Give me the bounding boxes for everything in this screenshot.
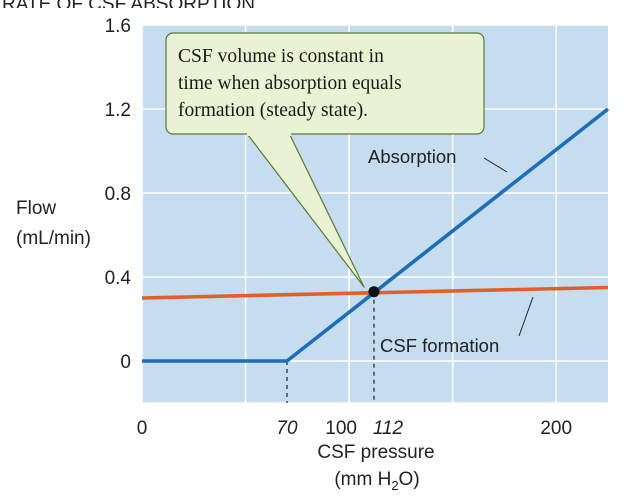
y-axis-label-line1: Flow: [16, 198, 56, 219]
series-line-0: [142, 107, 610, 363]
annotation-line-3: formation (steady state).: [178, 100, 368, 121]
y-tick-label: 0.8: [105, 184, 131, 205]
y-tick-label: 0: [120, 352, 131, 373]
annotation-line-2: time when absorption equals: [178, 73, 402, 94]
steady-state-point: [368, 286, 380, 298]
callout-box: [165, 32, 485, 135]
y-tick-label: 0.4: [105, 268, 132, 289]
x-tick-label: 0: [137, 418, 148, 439]
y-tick-label: 1.6: [105, 16, 131, 37]
y-tick-labels: 0 0.4 0.8 1.2 1.6: [105, 16, 132, 373]
formation-label: CSF formation: [380, 335, 499, 356]
absorption-label: Absorption: [368, 146, 456, 167]
x-axis-label-post: O): [399, 469, 420, 490]
y-tick-label: 1.2: [105, 100, 131, 121]
x-axis-label-line2: (mm H2O): [334, 469, 419, 493]
x-tick-label: 112: [373, 418, 404, 439]
x-tick-label: 200: [540, 418, 572, 439]
formation-leader: [518, 296, 534, 337]
x-axis-label-pre: (mm H: [334, 469, 391, 490]
dashed-guides: [286, 291, 375, 403]
x-tick-label: 100: [325, 418, 357, 439]
y-axis-label-line2: (mL/min): [16, 228, 91, 249]
annotation-line-1: CSF volume is constant in: [178, 46, 384, 67]
absorption-leader: [483, 157, 508, 173]
x-axis-label-sub: 2: [391, 478, 398, 493]
callout-joint: [247, 131, 291, 136]
x-tick-labels: 0 70 100 112 200: [137, 418, 572, 439]
x-axis-label-line1: CSF pressure: [317, 442, 434, 463]
title-fragment: RATE OF CSF ABSORPTION: [2, 0, 255, 15]
x-tick-label: 70: [276, 418, 298, 439]
chart-title: RATE OF CSF ABSORPTION: [2, 0, 255, 15]
